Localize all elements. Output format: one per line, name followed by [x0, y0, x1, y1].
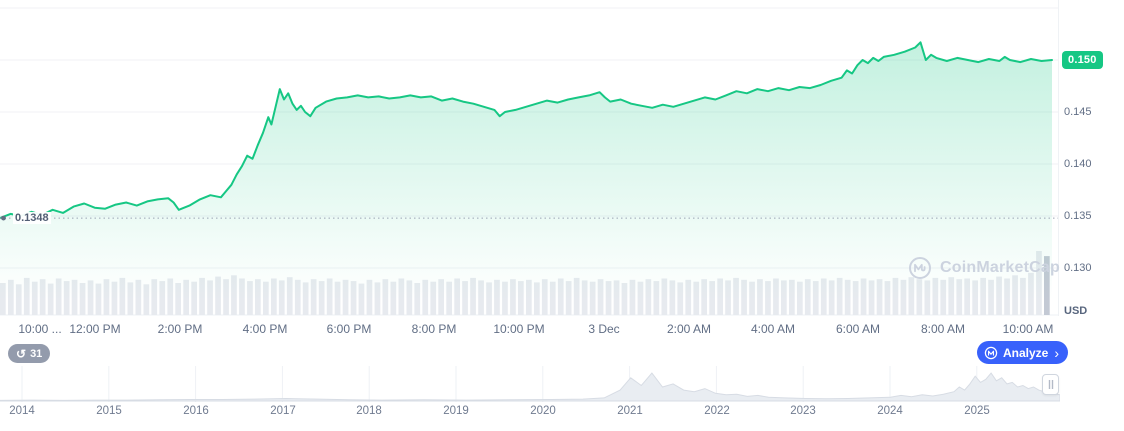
year-label: 2018 — [356, 405, 382, 417]
year-label: 2015 — [96, 405, 122, 417]
y-axis-tick: 0.130 — [1064, 262, 1092, 274]
navigator-canvas — [0, 366, 1060, 402]
navigator-handle[interactable] — [1042, 374, 1059, 395]
y-axis-border — [1058, 0, 1059, 316]
coinmarketcap-logo-icon — [909, 257, 931, 279]
history-count: 31 — [30, 347, 43, 360]
year-label: 2022 — [704, 405, 730, 417]
year-label: 2024 — [877, 405, 903, 417]
year-label: 2017 — [270, 405, 296, 417]
analyze-label: Analyze — [1003, 345, 1049, 360]
current-price-badge: 0.150 — [1062, 51, 1103, 69]
x-axis-tick: 2:00 PM — [157, 322, 203, 336]
coinmarketcap-logo-icon — [984, 346, 998, 359]
y-axis-tick: 0.145 — [1064, 106, 1092, 118]
x-axis-tick: 4:00 AM — [750, 322, 796, 336]
x-axis-tick: 10:00 AM — [1002, 322, 1054, 336]
x-axis-tick: 10:00 ... — [18, 322, 62, 336]
x-axis-tick: 10:00 PM — [493, 322, 545, 336]
coinmarketcap-watermark: CoinMarketCap — [908, 256, 1060, 280]
price-chart-canvas[interactable] — [0, 0, 1058, 316]
year-label: 2014 — [9, 405, 35, 417]
year-label: 2021 — [617, 405, 643, 417]
year-label: 2020 — [530, 405, 556, 417]
range-navigator[interactable] — [0, 366, 1060, 402]
grip-lines-icon — [1048, 380, 1053, 389]
history-icon: ↺ — [16, 346, 27, 361]
x-axis-tick: 4:00 PM — [242, 322, 288, 336]
year-label: 2023 — [790, 405, 816, 417]
y-axis-tick: 0.140 — [1064, 158, 1092, 170]
x-axis-tick: 3 Dec — [588, 322, 620, 336]
analyze-button[interactable]: Analyze › — [977, 341, 1069, 364]
year-label: 2016 — [183, 405, 209, 417]
x-axis-tick: 6:00 AM — [835, 322, 881, 336]
chevron-right-icon: › — [1054, 344, 1060, 361]
watermark-text: CoinMarketCap — [940, 259, 1060, 276]
y-axis-tick: 0.135 — [1064, 210, 1092, 222]
history-badge[interactable]: ↺ 31 — [8, 344, 51, 363]
year-label: 2025 — [964, 405, 990, 417]
x-axis-tick: 6:00 PM — [326, 322, 372, 336]
x-axis-tick: 8:00 PM — [411, 322, 457, 336]
x-axis-tick: 8:00 AM — [920, 322, 966, 336]
y-axis-unit: USD — [1064, 305, 1088, 317]
year-label: 2019 — [443, 405, 469, 417]
open-price-label: 0.1348 — [13, 212, 51, 224]
x-axis-tick: 12:00 PM — [69, 322, 121, 336]
x-axis-tick: 2:00 AM — [666, 322, 712, 336]
